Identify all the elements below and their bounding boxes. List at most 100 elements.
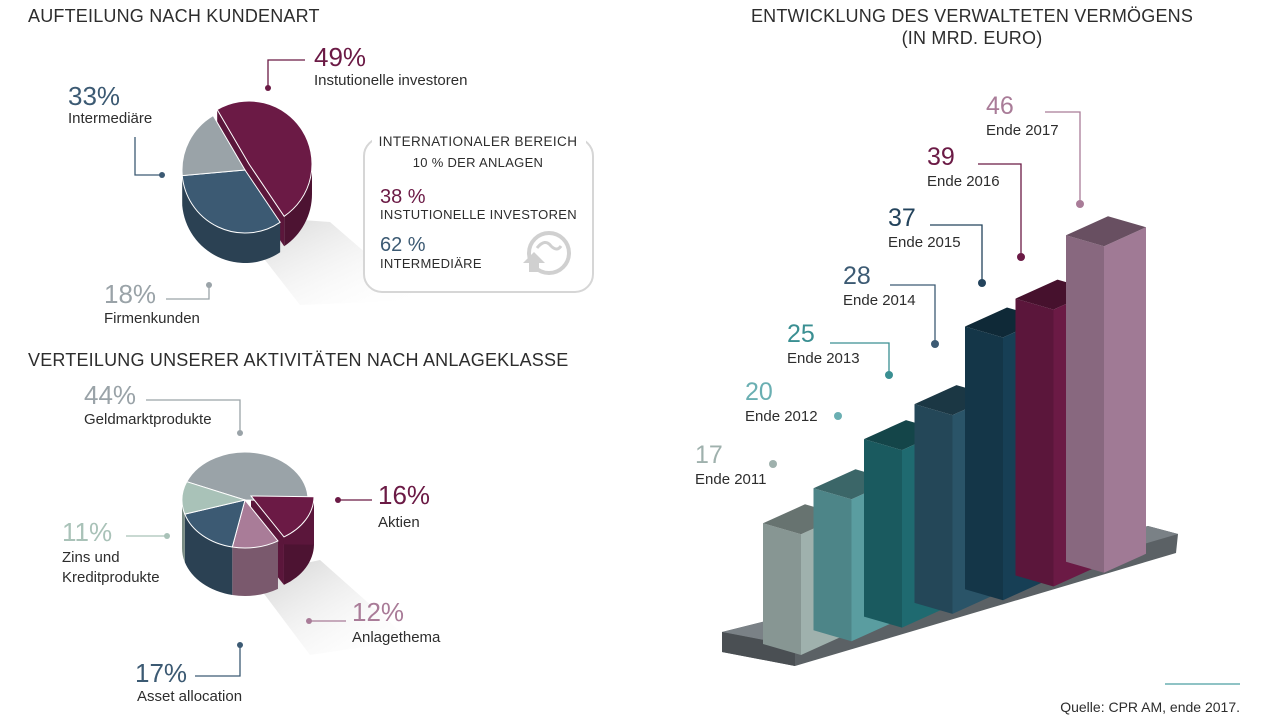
bar-face-left <box>1066 235 1104 573</box>
aum-subtitle: (IN MRD. EURO) <box>902 28 1043 48</box>
bar-category-label: Ende 2015 <box>888 234 961 251</box>
pie2-label-pct-equities: 16% <box>378 480 430 510</box>
pie-slice-aktien <box>249 495 315 538</box>
bar-category-label: Ende 2013 <box>787 350 860 367</box>
bar-label-ende-2014: 28 Ende 2014 <box>843 262 939 348</box>
globe-upload-icon <box>523 231 571 275</box>
bar-category-label: Ende 2012 <box>745 408 818 425</box>
pie2-leader-money-market <box>146 399 241 433</box>
pie-slice-zins-und-kreditprodukte <box>181 481 247 515</box>
source-note: Quelle: CPR AM, ende 2017. <box>1060 699 1240 715</box>
pie2-label-fixed-income-2: Kreditprodukte <box>62 569 160 586</box>
pie-slice-side <box>182 175 281 263</box>
bar-label-ende-2013: 25 Ende 2013 <box>787 320 893 379</box>
bar-value-label: 39 <box>927 143 955 171</box>
pie2-label-pct-thematic: 12% <box>352 597 404 627</box>
bar-leader-line <box>890 284 936 344</box>
bar-leader-line <box>1045 111 1081 204</box>
info-box-label-institutional: INSTUTIONELLE INVESTOREN <box>380 207 577 222</box>
bar-leader-dot <box>1017 253 1025 261</box>
bar-label-ende-2016: 39 Ende 2016 <box>927 143 1025 261</box>
bar-face-left <box>813 488 852 642</box>
bar-leader-line <box>930 224 983 283</box>
bar-value-label: 25 <box>787 320 815 348</box>
info-box-pct-institutional: 38 % <box>380 186 426 208</box>
bar-value-label: 28 <box>843 262 871 290</box>
bar-value-label: 20 <box>745 378 773 406</box>
info-box-pct-intermediaries: 62 % <box>380 234 426 256</box>
bar-leader-dot <box>931 340 939 348</box>
pie2-dot-money-market <box>237 430 243 436</box>
pie2-label-money-market: Geldmarktprodukte <box>84 411 212 428</box>
bar-category-label: Ende 2016 <box>927 173 1000 190</box>
bar-value-label: 46 <box>986 92 1014 120</box>
bar-face-left <box>965 326 1003 601</box>
bar-label-ende-2011: 17 Ende 2011 <box>695 441 777 488</box>
pie1-label-pct-institutional: 49% <box>314 42 366 72</box>
bar-value-label: 17 <box>695 441 723 469</box>
bar-face-right <box>1104 227 1146 573</box>
pie1-label-institutional: Instutionelle investoren <box>314 72 467 89</box>
bar-leader-line <box>978 163 1022 257</box>
pie2-dot-asset-allocation <box>237 642 243 648</box>
info-box-label-intermediaries: INTERMEDIÄRE <box>380 256 482 271</box>
pie-slice-intermedi-re <box>181 169 281 234</box>
info-box-title: INTERNATIONALER BEREICH <box>379 134 578 149</box>
bar-leader-dot <box>834 412 842 420</box>
pie1-label-pct-corporate: 18% <box>104 279 156 309</box>
bar-value-label: 37 <box>888 204 916 232</box>
pie-slice-side <box>284 164 312 247</box>
pie2-label-pct-money-market: 44% <box>84 380 136 410</box>
bar-leader-dot <box>885 371 893 379</box>
bar-category-label: Ende 2017 <box>986 122 1059 139</box>
bar-label-ende-2017: 46 Ende 2017 <box>986 92 1084 208</box>
pie2-dot-fixed-income <box>164 533 170 539</box>
asset-class-title: VERTEILUNG UNSERER AKTIVITÄTEN NACH ANLA… <box>28 350 568 370</box>
pie-slice-side <box>232 540 278 596</box>
pie-slice-geldmarktprodukte <box>186 451 309 502</box>
customer-type-title: AUFTEILUNG NACH KUNDENART <box>28 6 320 26</box>
pie2-label-pct-asset-allocation: 17% <box>135 658 187 688</box>
pie-slice-instutionelle-investoren <box>216 100 313 217</box>
asset-class-pie <box>181 451 315 596</box>
aum-bar-labels: 17 Ende 2011 20 Ende 2012 25 Ende 2013 28 Ende … <box>695 92 1084 488</box>
bar-face-left <box>914 404 953 614</box>
info-box-title-bg <box>372 130 586 150</box>
bar-leader-dot <box>769 460 777 468</box>
pie1-label-pct-intermediaries: 33% <box>68 81 120 111</box>
pie2-dot-equities <box>335 497 341 503</box>
bar-category-label: Ende 2011 <box>695 471 766 488</box>
pie2-label-pct-fixed-income: 11% <box>62 517 112 547</box>
bar-leader-dot <box>1076 200 1084 208</box>
pie2-label-equities: Aktien <box>378 514 420 531</box>
pie1-leader-institutional <box>267 59 305 88</box>
bar-category-label: Ende 2014 <box>843 292 916 309</box>
bar-face-top <box>1066 216 1146 247</box>
pie1-label-corporate: Firmenkunden <box>104 310 200 327</box>
bar-ende-2017 <box>1066 216 1146 573</box>
aum-title: ENTWICKLUNG DES VERWALTETEN VERMÖGENS <box>751 6 1193 26</box>
pie-slice-asset-allocation <box>184 499 246 548</box>
pie2-label-fixed-income-1: Zins und <box>62 549 120 566</box>
bar-face-left <box>1015 298 1054 587</box>
customer-type-pie <box>181 100 313 263</box>
pie1-dot-institutional <box>265 85 271 91</box>
pie1-leader-corporate <box>166 285 210 300</box>
pie1-label-intermediaries: Intermediäre <box>68 110 152 127</box>
aum-bars <box>763 216 1146 655</box>
bar-label-ende-2015: 37 Ende 2015 <box>888 204 986 287</box>
pie2-shadow <box>250 560 410 655</box>
bar-label-ende-2012: 20 Ende 2012 <box>745 378 842 425</box>
pie-slice-side <box>182 500 185 563</box>
pie1-dot-corporate <box>206 282 212 288</box>
pie1-leader-intermediaries <box>134 137 162 176</box>
bar-leader-line <box>830 342 890 375</box>
pie2-label-asset-allocation: Asset allocation <box>137 688 242 705</box>
pie-slice-side <box>184 514 233 596</box>
pie1-dot-intermediaries <box>159 172 165 178</box>
bar-leader-dot <box>978 279 986 287</box>
bar-face-left <box>864 439 902 628</box>
pie2-label-thematic: Anlagethema <box>352 629 441 646</box>
pie2-dot-thematic <box>306 618 312 624</box>
